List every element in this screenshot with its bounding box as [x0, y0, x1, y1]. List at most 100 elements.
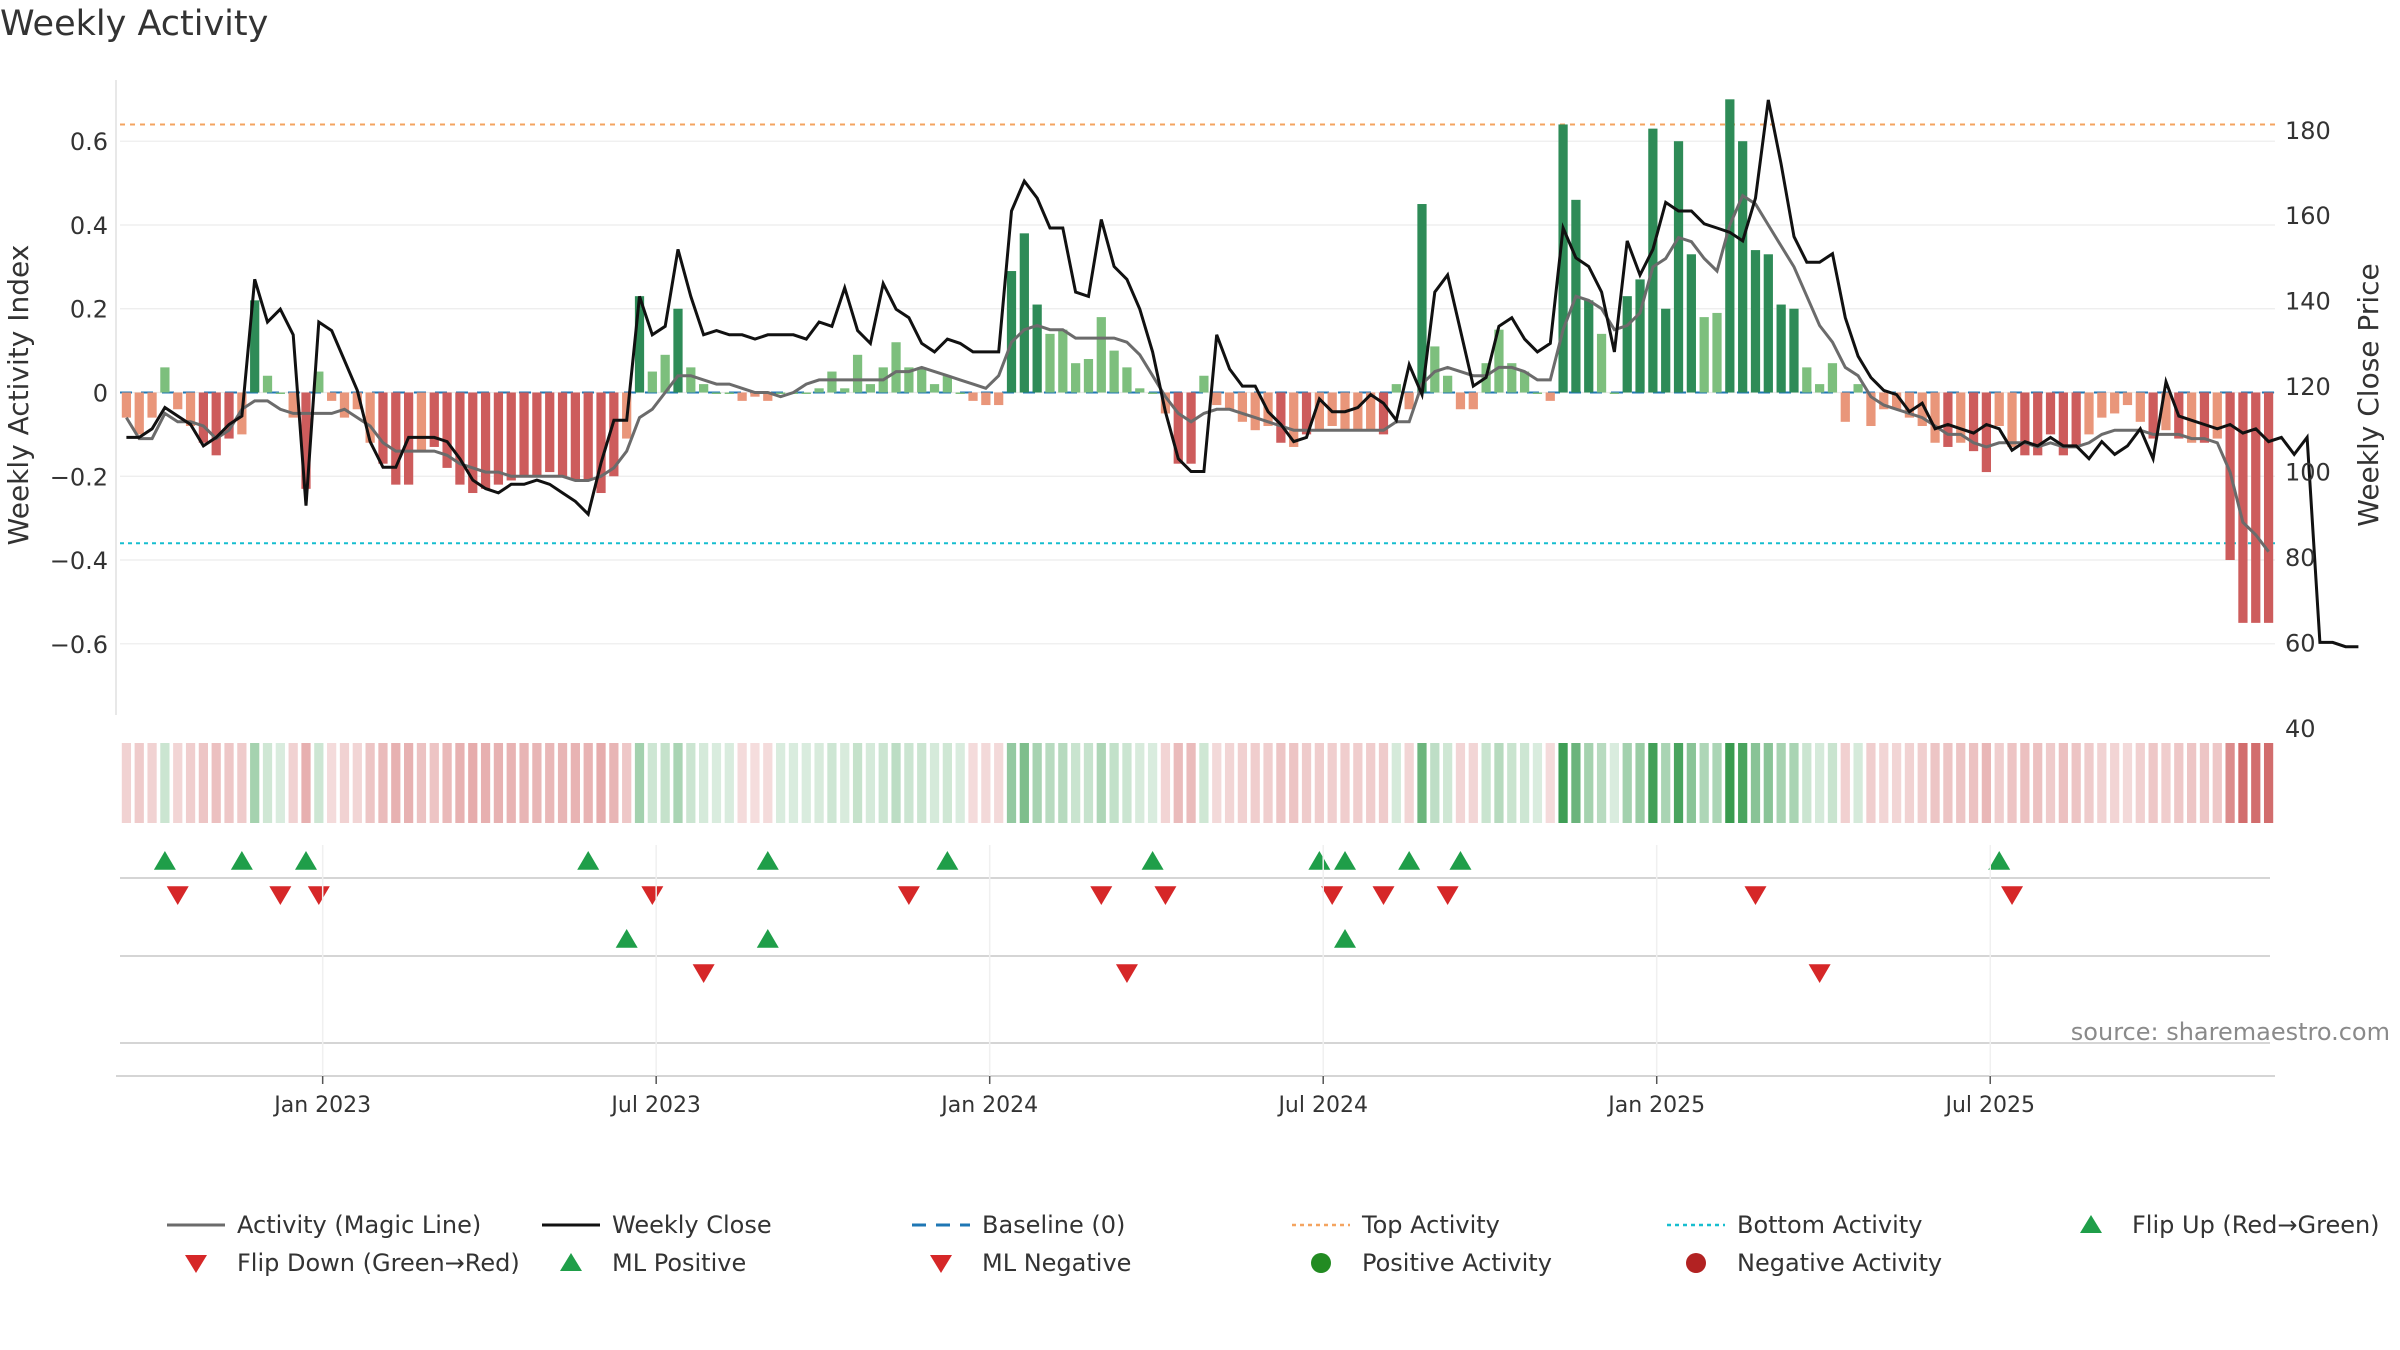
- activity-bar: [801, 392, 811, 394]
- flip-up-marker: [1308, 851, 1331, 870]
- strength-cell: [1750, 743, 1761, 823]
- strength-cell: [660, 743, 670, 823]
- activity-bar: [1596, 333, 1607, 393]
- activity-bar: [1545, 392, 1555, 401]
- strength-cell: [1545, 743, 1555, 823]
- strength-cell: [1186, 743, 1196, 823]
- strength-cell: [1738, 743, 1748, 823]
- strength-cell: [2110, 743, 2120, 823]
- y-tick-left: 0.6: [70, 128, 108, 156]
- activity-bar: [1096, 317, 1106, 393]
- strength-cell: [352, 743, 362, 823]
- strength-cell: [2033, 743, 2043, 823]
- strength-cell: [1096, 743, 1106, 823]
- strength-cell: [403, 743, 414, 823]
- y-tick-left: 0: [93, 380, 108, 408]
- strength-cell: [1443, 743, 1453, 823]
- magic-line-series: [125, 193, 2270, 553]
- strength-cell: [955, 743, 965, 823]
- activity-bar: [275, 392, 285, 394]
- activity-bar: [1763, 254, 1773, 393]
- strength-cell: [1006, 743, 1017, 823]
- strength-cell: [1314, 743, 1324, 823]
- strength-cell: [1494, 743, 1504, 823]
- activity-bar: [1879, 392, 1889, 410]
- strength-cell: [493, 743, 504, 823]
- strength-cell: [583, 743, 593, 823]
- activity-bar: [545, 392, 555, 473]
- strength-cell: [2212, 743, 2222, 823]
- activity-bar: [480, 392, 491, 489]
- activity-bar: [1507, 363, 1517, 393]
- activity-bar: [1891, 392, 1902, 410]
- strength-cell: [2135, 743, 2145, 823]
- activity-bar: [2199, 392, 2210, 443]
- flip-down-marker: [1744, 886, 1767, 905]
- y-tick-left: 0.2: [70, 296, 108, 324]
- activity-bar: [609, 392, 619, 477]
- activity-bar: [1199, 375, 1209, 393]
- strength-cell: [1147, 743, 1158, 823]
- activity-bar: [994, 392, 1004, 406]
- activity-bar: [865, 384, 876, 393]
- strength-cell: [1609, 743, 1620, 823]
- activity-bar: [1135, 388, 1145, 393]
- activity-bar: [1853, 384, 1863, 393]
- strength-cell: [2007, 743, 2017, 823]
- activity-bar: [904, 367, 914, 393]
- activity-bar: [1776, 304, 1786, 393]
- flip-up-marker: [756, 851, 779, 870]
- strength-cell: [275, 743, 285, 823]
- strength-cell: [1981, 743, 1992, 823]
- strength-cell: [1481, 743, 1491, 823]
- flip-down-marker: [1154, 886, 1177, 905]
- strength-cell: [557, 743, 568, 823]
- strength-cell: [429, 743, 439, 823]
- activity-bar: [929, 384, 940, 393]
- strength-cell: [442, 743, 452, 823]
- strength-cell: [2238, 743, 2248, 823]
- strength-cell: [1378, 743, 1389, 823]
- strength-cell: [314, 743, 324, 823]
- activity-bar: [532, 392, 542, 477]
- activity-bar: [1173, 392, 1183, 464]
- activity-bar: [699, 384, 709, 393]
- activity-bar: [301, 392, 311, 489]
- activity-bar: [840, 388, 850, 393]
- strength-cell: [2122, 743, 2133, 823]
- strength-cell: [1032, 743, 1042, 823]
- strength-cell: [1968, 743, 1979, 823]
- activity-bar: [185, 392, 196, 427]
- y-axis-label-right: Weekly Close Price: [2352, 263, 2385, 526]
- activity-bar: [583, 392, 593, 481]
- activity-bar: [917, 367, 927, 393]
- flip-down-marker: [1090, 886, 1113, 905]
- activity-bar: [134, 392, 144, 435]
- strength-cell: [211, 743, 221, 823]
- activity-bar: [1212, 392, 1222, 406]
- strength-cell: [1058, 743, 1068, 823]
- activity-bar: [1930, 392, 1940, 443]
- activity-bar: [1943, 392, 1953, 447]
- strength-cell: [2071, 743, 2081, 823]
- strength-cell: [391, 743, 401, 823]
- activity-bar: [1455, 392, 1466, 410]
- strength-cell: [1173, 743, 1183, 823]
- strength-cell: [1712, 743, 1722, 823]
- strength-cell: [1224, 743, 1235, 823]
- strength-cell: [506, 743, 516, 823]
- strength-cell: [814, 743, 824, 823]
- flip-up-marker: [1398, 851, 1421, 870]
- activity-bar: [1712, 312, 1722, 393]
- activity-bar: [1994, 392, 2004, 427]
- strength-cell: [1160, 743, 1171, 823]
- flip-up-marker: [577, 851, 600, 870]
- flip-up-marker: [1141, 851, 1164, 870]
- activity-bar: [1006, 271, 1017, 393]
- x-tick-label: Jan 2025: [1606, 1093, 1705, 1118]
- strength-cell: [750, 743, 760, 823]
- activity-bar: [1071, 363, 1081, 393]
- strength-cell: [1994, 743, 2004, 823]
- activity-bar: [891, 342, 901, 393]
- strength-cell: [1519, 743, 1530, 823]
